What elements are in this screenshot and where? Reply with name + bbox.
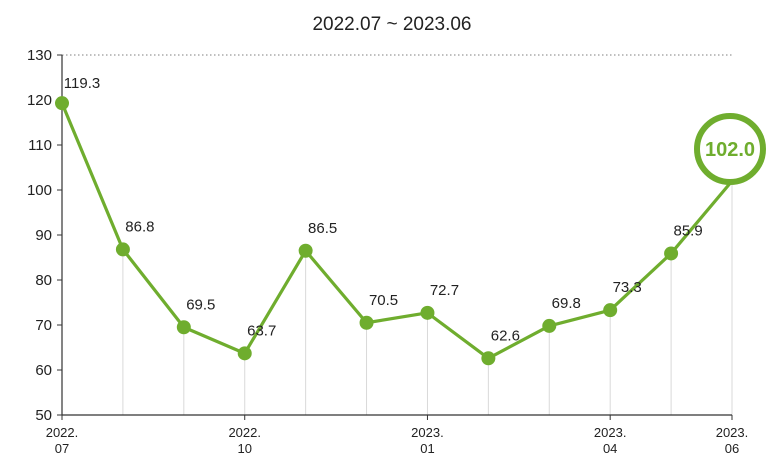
y-tick-label: 80 — [35, 272, 52, 289]
data-point-marker — [420, 305, 435, 320]
data-value-label: 85.9 — [673, 222, 702, 239]
y-tick-label: 120 — [27, 92, 52, 109]
y-tick-label: 70 — [35, 317, 52, 334]
data-point-marker — [359, 315, 374, 330]
y-tick-label: 130 — [27, 47, 52, 64]
vertical-guides — [122, 181, 733, 415]
data-point-marker — [115, 242, 130, 257]
y-tick-label: 60 — [35, 362, 52, 379]
data-value-label: 62.6 — [491, 327, 520, 344]
highlight-value-label: 102.0 — [705, 139, 755, 161]
data-point-marker — [603, 303, 618, 318]
data-value-label: 73.3 — [613, 279, 642, 296]
x-tick-label-year: 2023. — [594, 425, 627, 440]
series-line — [60, 101, 734, 360]
x-tick-label-year: 2023. — [716, 425, 749, 440]
data-value-label: 72.7 — [430, 282, 459, 299]
data-point-marker — [55, 96, 69, 111]
data-point-marker — [481, 351, 496, 366]
x-tick-label-year: 2022. — [228, 425, 261, 440]
data-point-marker — [176, 320, 191, 335]
x-tick-label-month: 10 — [237, 441, 251, 456]
data-value-label: 70.5 — [369, 292, 398, 309]
y-tick-label: 90 — [35, 227, 52, 244]
x-tick-label-year: 2022. — [46, 425, 79, 440]
y-tick-label: 110 — [28, 137, 52, 154]
data-point-marker — [298, 243, 313, 258]
data-value-label: 69.8 — [552, 295, 581, 312]
value-labels: 119.3 86.8 69.5 63.7 86.5 70.5 72.7 62.6 69.8 73.… — [64, 75, 755, 344]
x-tick-label-month: 04 — [603, 441, 617, 456]
data-value-label: 69.5 — [186, 296, 215, 313]
data-value-label: 63.7 — [247, 322, 276, 339]
data-point-marker — [542, 318, 557, 333]
data-value-label: 86.8 — [125, 218, 154, 235]
x-tick-label-month: 07 — [55, 441, 69, 456]
y-tick-label: 100 — [27, 182, 52, 199]
chart-title: 2022.07 ~ 2023.06 — [312, 14, 471, 35]
x-tick-label-month: 06 — [725, 441, 739, 456]
x-tick-label-month: 01 — [420, 441, 434, 456]
data-value-label: 119.3 — [64, 75, 100, 92]
series-line-layer — [60, 101, 734, 360]
data-point-marker — [237, 346, 252, 361]
y-tick-label: 50 — [35, 407, 52, 424]
data-point-marker — [664, 246, 679, 261]
highlight-point-marker — [694, 113, 766, 185]
series-markers — [55, 96, 766, 366]
x-tick-label-year: 2023. — [411, 425, 444, 440]
data-value-label: 86.5 — [308, 220, 337, 237]
y-axis: 50 60 70 80 90 100 110 120 130 — [27, 47, 732, 424]
